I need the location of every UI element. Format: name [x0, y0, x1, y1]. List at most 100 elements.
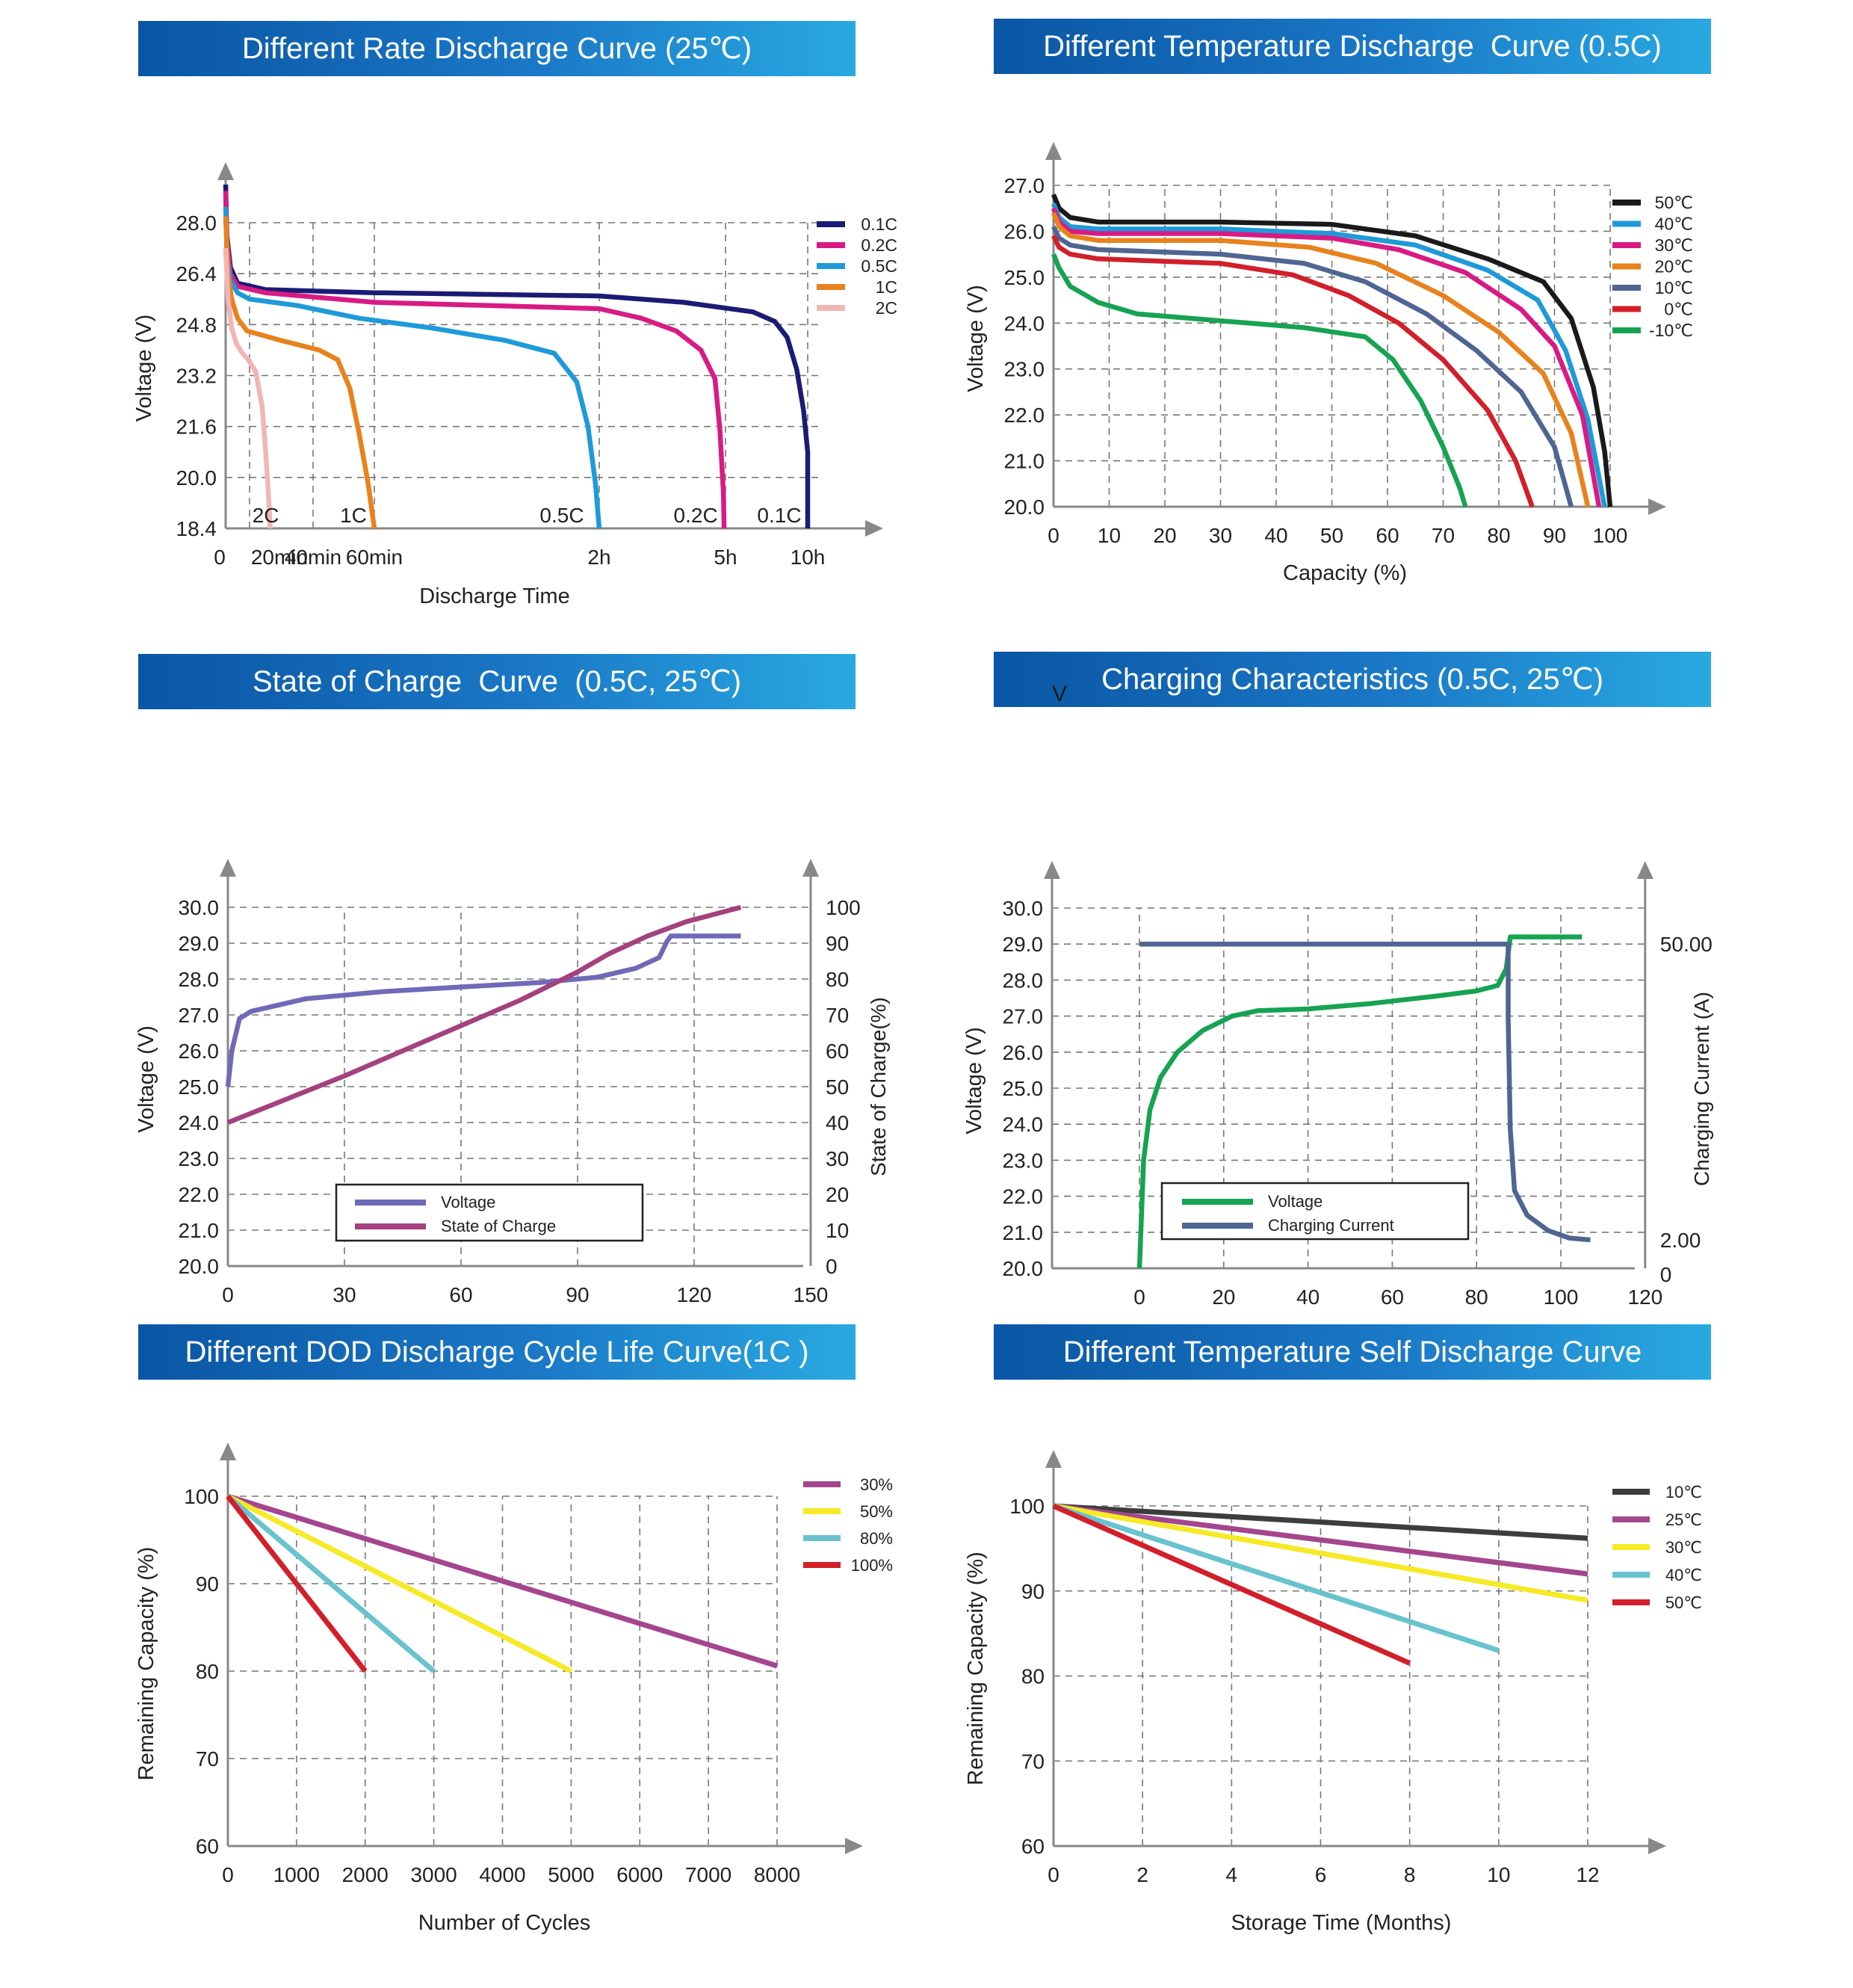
series-line-0-5c — [223, 206, 602, 529]
series-line-10 — [1051, 253, 1468, 507]
y2-tick-label-30: 30 — [826, 1147, 849, 1170]
soc-title: State of Charge Curve (0.5C, 25℃) — [138, 654, 856, 709]
x-tick-label-100: 100 — [1544, 1285, 1579, 1309]
x-tick-label-10: 10 — [1487, 1863, 1510, 1886]
y2-tick-label-2-00: 2.00 — [1660, 1229, 1701, 1252]
x-axis-arrow — [1648, 1838, 1666, 1854]
x-axis-title: Number of Cycles — [418, 1911, 590, 1935]
end-label-0-1c: 0.1C — [757, 504, 801, 527]
legend-label-2c: 2C — [876, 298, 897, 318]
series-line-10 — [1051, 225, 1574, 507]
series-line-voltage — [225, 933, 741, 1087]
y-tick-label-21-0: 21.0 — [1003, 1221, 1044, 1244]
rate-discharge-title: Different Rate Discharge Curve (25℃) — [138, 21, 856, 76]
legend-label-charging-current: Charging Current — [1268, 1216, 1394, 1235]
charge-chart: 20.0 21.0 22.0 23.0 24.0 25.0 26.0 27.0 28.0 29.0… — [962, 861, 1713, 1350]
x-tick-label-12: 12 — [1576, 1863, 1599, 1886]
soc-chart: 20.0 21.0 22.0 23.0 24.0 25.0 26.0 27.0 28.0 29.0… — [134, 859, 890, 1350]
y2-tick-label-20: 20 — [826, 1183, 849, 1206]
y-tick-label-22-0: 22.0 — [1003, 1185, 1044, 1208]
x-tick-label-8: 8 — [1404, 1863, 1416, 1886]
legend-label-50: 50% — [860, 1502, 893, 1521]
legend-label-10: 10℃ — [1655, 278, 1693, 297]
legend-label-80: 80% — [860, 1529, 893, 1548]
x-tick-label-5h: 5h — [714, 546, 737, 569]
x-tick-label-50: 50 — [1320, 524, 1343, 547]
self-discharge-title: Different Temperature Self Discharge Cur… — [994, 1324, 1711, 1380]
x-tick-label-2000: 2000 — [342, 1863, 389, 1886]
y-tick-label-20-0: 20.0 — [179, 1255, 220, 1278]
y-tick-label-26-0: 26.0 — [1004, 220, 1045, 243]
series-line-charging-current — [1139, 941, 1591, 1243]
y-axis-arrow — [220, 1442, 236, 1460]
y-axis-title: Voltage (V) — [962, 1027, 986, 1134]
legend-label-voltage: Voltage — [441, 1193, 495, 1211]
y2-tick-label-0: 0 — [1660, 1263, 1672, 1286]
series-line-10 — [1053, 1503, 1588, 1541]
y2-tick-label-50-00: 50.00 — [1660, 933, 1713, 956]
x-tick-label-10h: 10h — [791, 546, 826, 569]
y-axis-arrow — [217, 162, 234, 180]
legend-label-30: 30℃ — [1655, 235, 1693, 255]
y-axis-title: Voltage (V) — [964, 285, 988, 392]
temp-discharge-chart: 20.0 21.0 22.0 23.0 24.0 25.0 26.0 27.0 0 10 20 30 4… — [964, 142, 1693, 585]
y-tick-label-70: 70 — [1021, 1750, 1045, 1773]
x-tick-label-40: 40 — [1264, 524, 1287, 547]
y-tick-label-20-0: 20.0 — [1004, 496, 1045, 519]
y-tick-label-24-0: 24.0 — [179, 1111, 220, 1135]
self-discharge-chart: 60 70 80 90 100 0 2 4 6 8 10 12 Storage Time (Months… — [964, 1450, 1702, 1935]
x-axis-title: Capacity (%) — [1283, 561, 1407, 585]
x-tick-label-20: 20 — [1153, 524, 1176, 547]
x-tick-label-3000: 3000 — [410, 1863, 457, 1886]
y-tick-label-28-0: 28.0 — [179, 968, 220, 991]
series-line-2c — [223, 247, 273, 529]
x-tick-label-8000: 8000 — [754, 1863, 800, 1886]
x-tick-label-2: 2 — [1136, 1863, 1148, 1886]
x-tick-label-80: 80 — [1487, 524, 1510, 547]
series-line-state-of-charge — [226, 904, 742, 1126]
end-label-0-2c: 0.2C — [674, 504, 718, 527]
end-label-1c: 1C — [340, 504, 367, 527]
series-line-30 — [1053, 1503, 1588, 1603]
series-line-30 — [226, 1493, 779, 1669]
y2-tick-label-100: 100 — [826, 896, 861, 919]
y2-tick-label-50: 50 — [826, 1075, 849, 1099]
y-tick-label-24-8: 24.8 — [176, 313, 217, 336]
series-line-50 — [1052, 1503, 1411, 1666]
end-label-2c: 2C — [253, 504, 279, 527]
x-axis-title: Discharge Time — [419, 584, 569, 608]
y-tick-label-90: 90 — [196, 1572, 219, 1596]
y-tick-label-20-0: 20.0 — [1003, 1257, 1044, 1280]
x-tick-label-60: 60 — [449, 1283, 472, 1306]
legend-label-30: 30℃ — [1665, 1538, 1702, 1557]
x-tick-label-0: 0 — [1048, 1863, 1059, 1886]
y-tick-label-26-4: 26.4 — [176, 262, 217, 285]
x-tick-label-80: 80 — [1465, 1285, 1488, 1309]
y-tick-label-21-0: 21.0 — [179, 1219, 220, 1242]
legend-label-50: 50℃ — [1655, 193, 1693, 212]
x-tick-label-60: 60 — [1376, 524, 1399, 547]
y-tick-label-80: 80 — [196, 1660, 219, 1683]
x-tick-label-0: 0 — [1048, 524, 1059, 547]
series-line-25 — [1053, 1503, 1588, 1577]
x-tick-label-40min: 40min — [285, 546, 341, 569]
x-tick-label-60min: 60min — [346, 546, 403, 569]
charge-title: Charging Characteristics (0.5C, 25℃) — [994, 652, 1711, 707]
series-line-1c — [223, 216, 377, 529]
x-tick-label-60: 60 — [1381, 1285, 1404, 1309]
legend-label-10: 10℃ — [1665, 1483, 1702, 1501]
dod-panel: Different DOD Discharge Cycle Life Curve… — [134, 1324, 1027, 1952]
y-tick-label-20-0: 20.0 — [176, 466, 217, 490]
x-tick-label-20: 20 — [1212, 1285, 1235, 1309]
series-line-100 — [226, 1494, 368, 1673]
temp-discharge-title: Different Temperature Discharge Curve (0… — [994, 19, 1711, 74]
x-axis-arrow — [845, 1838, 863, 1854]
y-tick-label-27-0: 27.0 — [179, 1004, 220, 1027]
x-tick-label-5000: 5000 — [548, 1863, 594, 1886]
y-tick-label-23-0: 23.0 — [179, 1147, 220, 1170]
y2-tick-label-70: 70 — [826, 1004, 849, 1027]
y-tick-label-29-0: 29.0 — [1003, 933, 1044, 956]
x-axis-arrow — [1648, 498, 1666, 515]
legend-box — [1160, 1182, 1470, 1241]
x-tick-label-30: 30 — [332, 1283, 356, 1306]
